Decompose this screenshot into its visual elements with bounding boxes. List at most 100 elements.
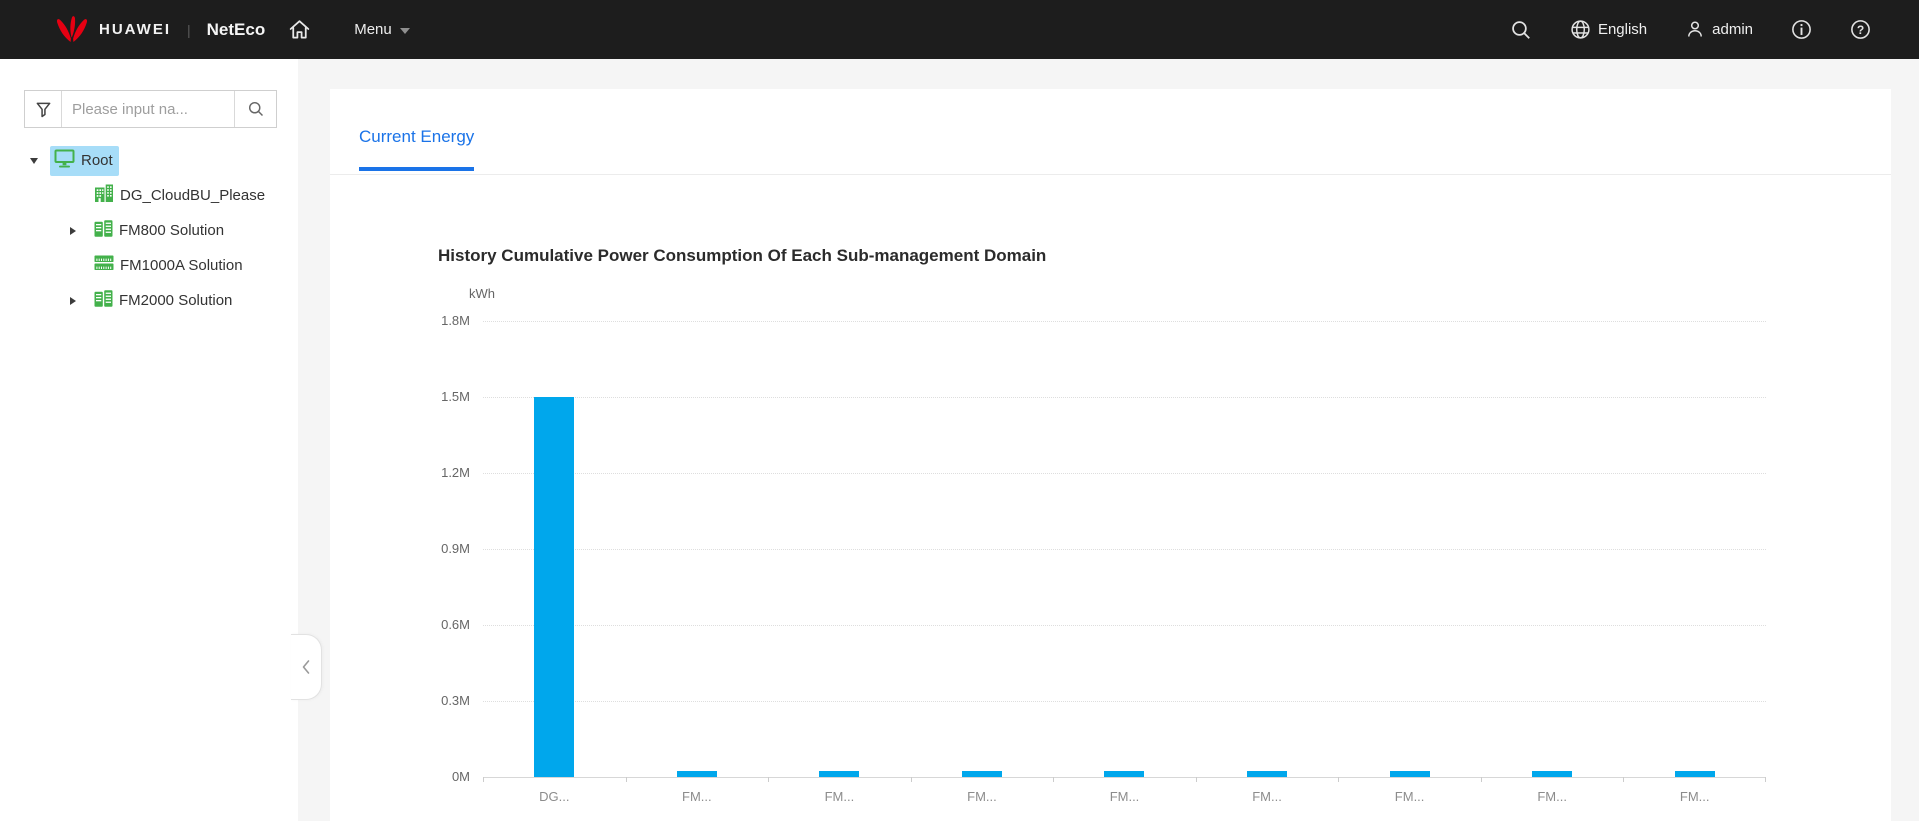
tree-item-root[interactable]: Root bbox=[0, 143, 298, 178]
info-icon[interactable] bbox=[1791, 19, 1812, 40]
bar-dg bbox=[534, 397, 575, 777]
tree-search-icon[interactable] bbox=[234, 91, 276, 127]
chart-category-slot: FM... bbox=[768, 321, 911, 804]
x-axis-tick bbox=[1623, 777, 1624, 782]
tree-item-dg-cloudbu-please[interactable]: DG_CloudBU_Please bbox=[0, 178, 298, 213]
tabs-bar: Current Energy bbox=[330, 89, 1891, 175]
x-axis-tick bbox=[1053, 777, 1054, 782]
x-axis-tick bbox=[483, 777, 484, 782]
tree-search-input[interactable] bbox=[62, 91, 234, 127]
monitor-icon bbox=[54, 149, 81, 173]
x-axis-tick bbox=[1196, 777, 1197, 782]
tree-item-label: FM1000A Solution bbox=[120, 257, 243, 274]
x-axis-tick bbox=[768, 777, 769, 782]
x-axis-category-label: FM... bbox=[682, 789, 712, 804]
home-icon[interactable] bbox=[287, 18, 312, 41]
tree-item-label: FM800 Solution bbox=[119, 222, 225, 239]
chart-category-slot: FM... bbox=[1338, 321, 1481, 804]
x-axis-category-label: FM... bbox=[1394, 789, 1425, 804]
chart-category-slot: FM... bbox=[1196, 321, 1339, 804]
chart-category-slot: FM... bbox=[1481, 321, 1624, 804]
tree-node[interactable]: FM1000A Solution bbox=[90, 251, 249, 280]
filter-icon[interactable] bbox=[25, 91, 62, 127]
tree-filter-box bbox=[24, 90, 277, 128]
x-axis-category-label: DG... bbox=[539, 789, 570, 804]
x-axis-tick bbox=[1765, 777, 1766, 782]
x-axis-category-label: FM... bbox=[1109, 789, 1140, 804]
x-axis-category-label: FM... bbox=[1679, 789, 1710, 804]
bar-fm-2 bbox=[819, 771, 860, 777]
top-header: HUAWEI | NetEco Menu Englis bbox=[0, 0, 1919, 59]
y-axis-tick-label: 1.5M bbox=[441, 389, 470, 404]
tree-expanded-arrow-icon[interactable] bbox=[24, 157, 50, 164]
x-axis-line bbox=[483, 777, 1766, 778]
x-axis-category-label: FM... bbox=[1252, 789, 1282, 804]
product-name: NetEco bbox=[206, 19, 266, 39]
y-axis-tick-label: 0.3M bbox=[441, 693, 470, 708]
bar-fm-5 bbox=[1247, 771, 1288, 777]
user-menu[interactable]: admin bbox=[1685, 19, 1753, 40]
help-icon[interactable]: ? bbox=[1850, 19, 1871, 40]
tree-collapsed-arrow-icon[interactable] bbox=[64, 226, 90, 235]
chart-category-slot: FM... bbox=[1053, 321, 1196, 804]
tree-collapsed-arrow-icon[interactable] bbox=[64, 296, 90, 305]
menu-button[interactable]: Menu bbox=[354, 21, 410, 38]
solution-icon bbox=[94, 289, 119, 312]
device-tree: Root DG_CloudBU_Please FM800 Solution FM100… bbox=[0, 143, 298, 318]
gridline bbox=[483, 397, 1766, 398]
header-separator: | bbox=[187, 21, 191, 38]
y-axis-tick-label: 1.2M bbox=[441, 465, 470, 480]
chart-category-slot: FM... bbox=[1623, 321, 1766, 804]
gridline bbox=[483, 701, 1766, 702]
user-icon bbox=[1688, 21, 1703, 37]
chevron-left-icon bbox=[302, 660, 310, 674]
x-axis-tick bbox=[626, 777, 627, 782]
tree-item-label: DG_CloudBU_Please bbox=[120, 187, 266, 204]
menu-label: Menu bbox=[354, 21, 392, 38]
gridline bbox=[483, 473, 1766, 474]
tree-item-label: FM2000 Solution bbox=[119, 292, 233, 309]
tree-node-selected[interactable]: Root bbox=[50, 145, 119, 176]
tree-node[interactable]: FM2000 Solution bbox=[90, 287, 238, 315]
chart-category-slot: FM... bbox=[911, 321, 1054, 804]
username-label: admin bbox=[1712, 21, 1753, 38]
chevron-down-icon bbox=[399, 27, 410, 34]
brand-text: HUAWEI bbox=[99, 21, 171, 38]
tree-item-label: Root bbox=[81, 152, 113, 169]
tree-item-fm800-solution[interactable]: FM800 Solution bbox=[0, 213, 298, 248]
gridline bbox=[483, 625, 1766, 626]
building-icon bbox=[94, 184, 120, 207]
tab-current-energy[interactable]: Current Energy bbox=[359, 127, 475, 171]
search-icon[interactable] bbox=[1510, 19, 1532, 41]
bar-fm-6 bbox=[1389, 771, 1430, 777]
bar-fm-3 bbox=[961, 771, 1002, 777]
tab-label: Current Energy bbox=[359, 127, 475, 146]
solution-icon bbox=[94, 219, 119, 242]
svg-text:?: ? bbox=[1857, 23, 1864, 37]
tree-node[interactable]: DG_CloudBU_Please bbox=[90, 181, 271, 210]
bar-fm-1 bbox=[676, 771, 717, 777]
tree-item-fm1000a-solution[interactable]: FM1000A Solution bbox=[0, 248, 298, 283]
y-axis-tick-label: 1.8M bbox=[441, 313, 470, 328]
gridline bbox=[483, 549, 1766, 550]
y-axis-tick-label: 0.9M bbox=[441, 541, 470, 556]
content-card: Current Energy History Cumulative Power … bbox=[330, 89, 1891, 821]
active-tab-underline bbox=[359, 167, 475, 171]
chart-unit-label: kWh bbox=[469, 286, 495, 301]
chart-category-slot: DG... bbox=[483, 321, 626, 804]
x-axis-tick bbox=[911, 777, 912, 782]
sidebar-collapse-button[interactable] bbox=[291, 634, 322, 700]
bar-chart-plot: 1.8M 1.5M 1.2M 0.9M 0.6M 0.3M 0M DG... FM... FM..… bbox=[441, 313, 1766, 804]
x-axis-category-label: FM... bbox=[967, 789, 997, 804]
tree-node[interactable]: FM800 Solution bbox=[90, 217, 230, 245]
gridline bbox=[483, 321, 1766, 322]
huawei-logo-icon bbox=[54, 16, 90, 43]
chart-category-slot: FM... bbox=[626, 321, 769, 804]
navigation-sidebar: Root DG_CloudBU_Please FM800 Solution FM100… bbox=[0, 59, 298, 821]
bar-fm-8 bbox=[1674, 771, 1715, 777]
tree-item-fm2000-solution[interactable]: FM2000 Solution bbox=[0, 283, 298, 318]
bar-fm-7 bbox=[1532, 771, 1573, 777]
language-selector[interactable]: English bbox=[1570, 19, 1647, 40]
globe-icon bbox=[1571, 20, 1590, 39]
x-axis-category-label: FM... bbox=[1537, 789, 1567, 804]
